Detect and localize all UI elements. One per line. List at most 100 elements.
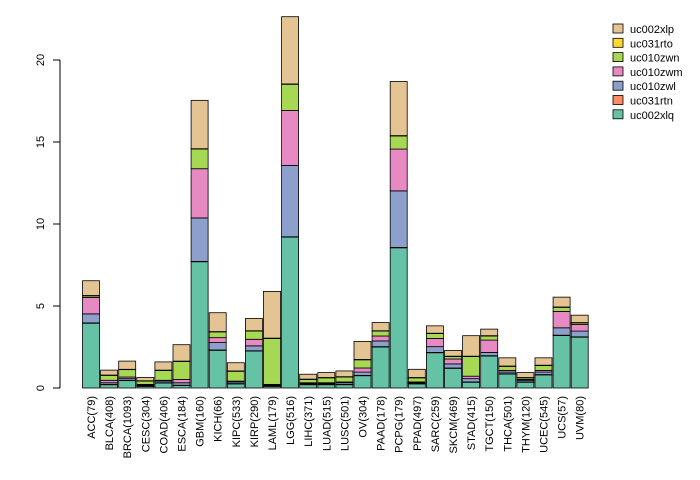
legend-label-uc031rtn: uc031rtn	[630, 96, 673, 108]
bar-segment-uc002xlq	[407, 383, 426, 389]
x-tick-label: CESC(304)	[140, 396, 152, 452]
bar-segment-uc002xlq	[335, 384, 354, 389]
bar-segment-uc002xlp	[516, 372, 535, 378]
bar-segment-uc010zwn	[371, 330, 390, 337]
bar-segment-uc010zwn	[552, 306, 571, 312]
bar-stack	[136, 377, 155, 389]
x-tick-label: BRCA(1093)	[122, 396, 134, 458]
bar-segment-uc010zwn	[534, 365, 553, 371]
bar-segment-uc002xlp	[534, 357, 553, 366]
bar-segment-uc010zwn	[389, 135, 408, 150]
bar-segment-uc002xlp	[317, 372, 336, 378]
bar-segment-uc010zwn	[299, 379, 318, 384]
bar-stack	[317, 372, 336, 389]
bar-segment-uc002xlp	[82, 280, 100, 296]
bar-segment-uc010zwn	[353, 359, 372, 369]
x-tick-label: LUSC(501)	[339, 396, 351, 451]
bar-stack	[172, 344, 191, 389]
bar-segment-uc002xlq	[281, 236, 300, 389]
bar-segment-uc002xlq	[444, 367, 462, 389]
x-tick-label: BLCA(408)	[104, 396, 116, 450]
bar-segment-uc002xlp	[570, 314, 589, 323]
bar-segment-uc010zwm	[244, 338, 263, 347]
bar-segment-uc010zwn	[136, 380, 155, 385]
bar-segment-uc002xlq	[480, 355, 499, 389]
bar-segment-uc002xlq	[208, 349, 227, 389]
bar-segment-uc010zwl	[462, 378, 481, 383]
x-tick-label: OV(304)	[358, 396, 370, 438]
bar-segment-uc010zwl	[208, 342, 227, 351]
bar-segment-uc010zwm	[190, 168, 209, 219]
x-tick-label: LIHC(371)	[303, 396, 315, 447]
bar-segment-uc002xlp	[154, 361, 173, 371]
bar-segment-uc010zwm	[480, 339, 499, 353]
bar-stack	[299, 373, 318, 389]
x-tick-label: TGCT(150)	[484, 396, 496, 452]
y-tick-label: 15	[35, 136, 47, 148]
bar-segment-uc002xlq	[317, 384, 336, 389]
bar-segment-uc010zwn	[281, 83, 300, 111]
bar-segment-uc002xlq	[570, 336, 589, 389]
bar-segment-uc010zwm	[552, 311, 571, 329]
bar-segment-uc010zwl	[425, 346, 444, 353]
bar-segment-uc010zwm	[172, 379, 191, 384]
bar-segment-uc002xlq	[82, 322, 100, 389]
bar-segment-uc010zwn	[100, 374, 118, 381]
legend-swatch-uc010zwm	[612, 66, 624, 77]
bar-segment-uc010zwn	[263, 338, 281, 385]
bar-stack	[498, 357, 517, 389]
bar-segment-uc002xlq	[552, 335, 571, 389]
bar-segment-uc010zwn	[407, 377, 426, 383]
bar-segment-uc010zwm	[353, 367, 372, 373]
legend-swatch-uc031rtn	[612, 95, 624, 105]
bar-segment-uc010zwn	[480, 335, 499, 341]
bar-segment-uc002xlp	[172, 344, 191, 362]
bar-segment-uc002xlp	[353, 341, 372, 360]
bar-segment-uc002xlp	[425, 325, 444, 334]
bars-layer	[82, 16, 589, 389]
bar-stack	[208, 312, 227, 389]
x-tick-label: LGG(516)	[285, 396, 297, 445]
x-tick-label: LUAD(515)	[321, 396, 333, 451]
bar-stack	[425, 325, 444, 389]
bar-segment-uc002xlq	[516, 381, 535, 389]
bar-segment-uc010zwm	[371, 335, 390, 342]
bar-segment-uc002xlq	[154, 382, 173, 389]
bar-stack	[407, 368, 426, 389]
x-tick-label: KICH(66)	[213, 396, 225, 442]
bar-segment-uc010zwn	[172, 361, 191, 380]
bar-segment-uc002xlp	[263, 290, 281, 339]
bar-segment-uc010zwl	[281, 165, 300, 238]
bar-stack	[480, 328, 499, 389]
x-tick-label: ESCA(184)	[177, 396, 189, 452]
bar-stack	[516, 372, 535, 389]
bar-segment-uc002xlq	[226, 383, 245, 389]
bar-segment-uc010zwm	[389, 148, 408, 192]
bar-segment-uc010zwl	[570, 330, 589, 338]
bar-segment-uc010zwl	[190, 217, 209, 262]
bar-segment-uc002xlp	[118, 360, 137, 370]
y-tick-label: 5	[35, 303, 47, 309]
bar-segment-uc010zwm	[82, 297, 100, 315]
bar-segment-uc010zwl	[82, 313, 100, 324]
bar-stack	[371, 322, 390, 389]
bar-segment-uc002xlp	[444, 350, 462, 357]
x-tick-label: GBM(160)	[195, 396, 207, 447]
x-axis: ACC(79) BLCA(408) BRCA(1093) CESC(304) COAD(…	[86, 396, 587, 458]
bar-segment-uc010zwn	[425, 333, 444, 339]
bar-stack	[462, 335, 481, 389]
bar-segment-uc010zwm	[281, 110, 300, 166]
bar-stack	[244, 318, 263, 389]
y-axis: 0 5 10 15 20	[35, 54, 61, 391]
bar-stack	[335, 370, 354, 389]
bar-stack	[190, 99, 209, 389]
y-tick-label: 20	[35, 54, 47, 66]
bar-segment-uc002xlp	[498, 357, 517, 367]
bar-stack	[444, 350, 462, 389]
bar-stack	[552, 296, 571, 389]
bar-segment-uc002xlp	[552, 296, 571, 308]
bar-segment-uc002xlp	[136, 377, 155, 382]
bar-stack	[154, 361, 173, 389]
bar-segment-uc010zwl	[371, 340, 390, 348]
bar-segment-uc010zwn	[208, 331, 227, 339]
